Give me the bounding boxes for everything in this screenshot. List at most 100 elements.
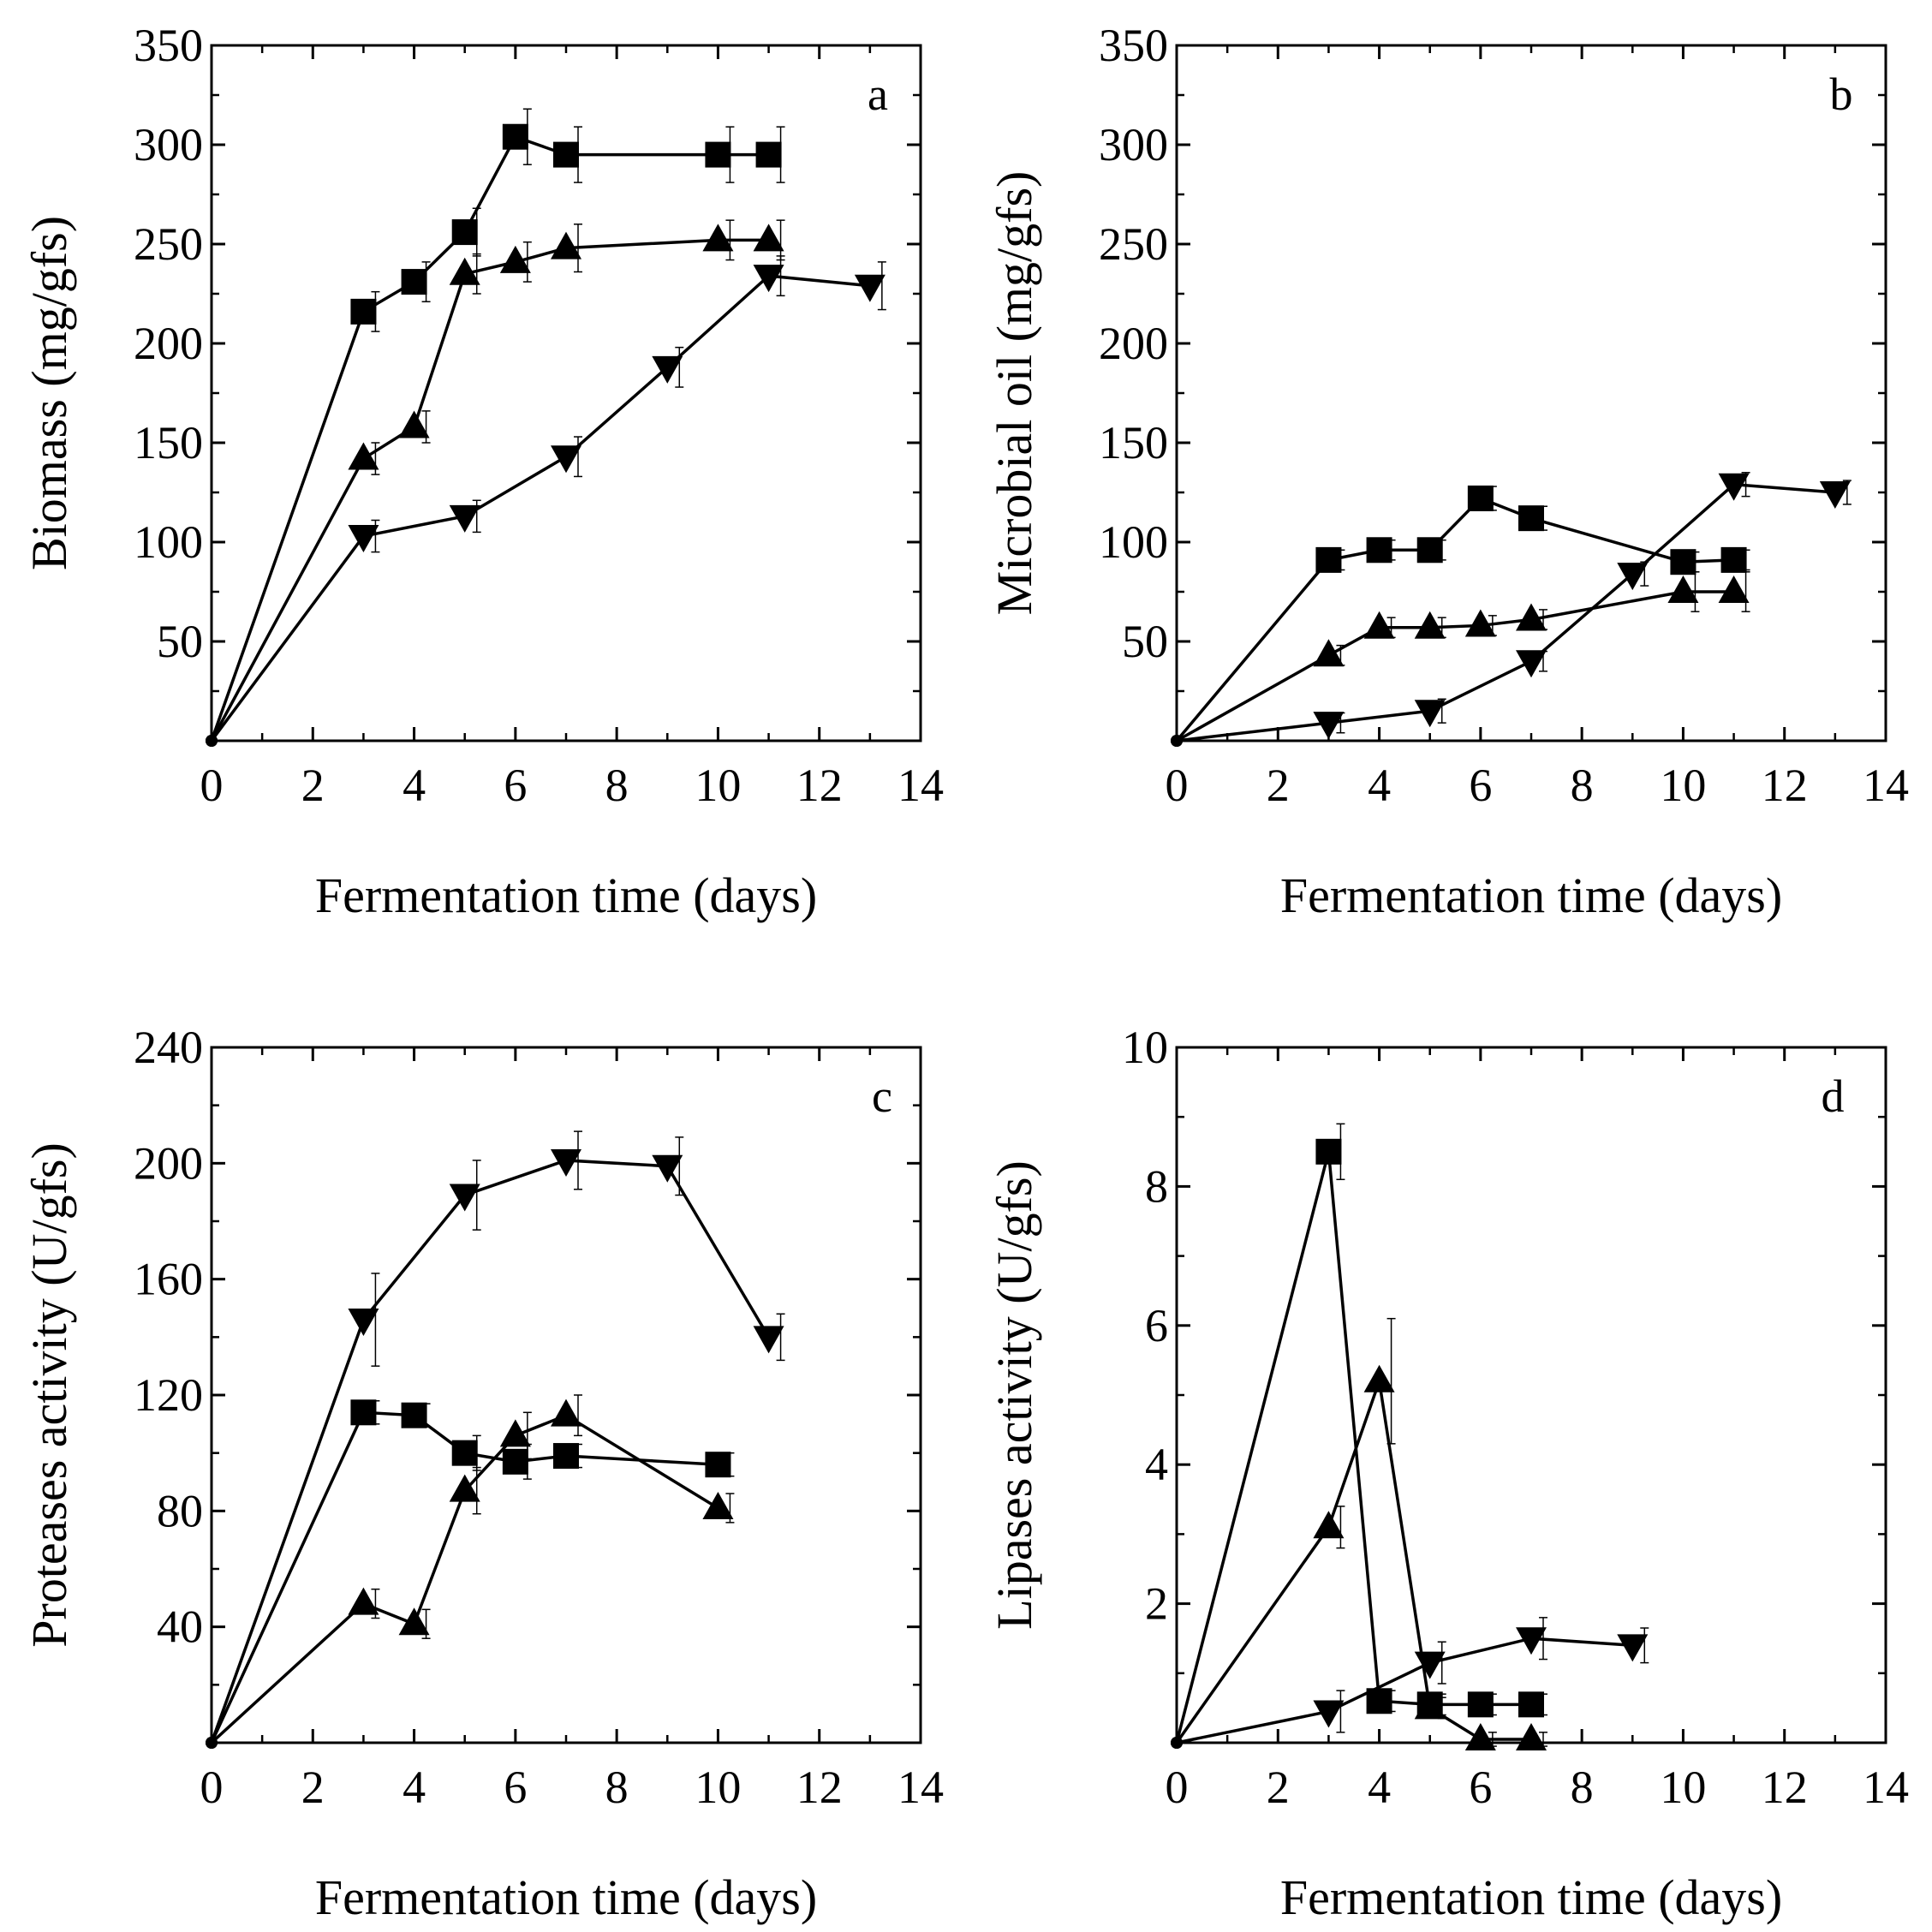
data-point-triangle-down — [1414, 1651, 1446, 1679]
y-tick-label: 50 — [157, 616, 203, 667]
data-point-triangle-down — [449, 1184, 480, 1212]
y-tick-label: 4 — [1145, 1439, 1168, 1490]
x-tick-label: 6 — [1469, 760, 1492, 811]
y-tick-label: 200 — [134, 1137, 203, 1189]
data-point-square — [401, 1402, 427, 1428]
x-tick-label: 4 — [402, 760, 426, 811]
x-tick-label: 14 — [897, 760, 944, 811]
data-point-square — [705, 141, 731, 168]
data-point-square — [350, 298, 377, 325]
data-point-square — [502, 1448, 528, 1475]
data-point-triangle-up — [1414, 1691, 1446, 1720]
y-tick-label: 350 — [1099, 20, 1168, 71]
data-point-triangle-down — [348, 525, 379, 553]
data-point-square — [553, 1443, 579, 1470]
series-triangle-down — [1171, 1617, 1649, 1749]
y-tick-label: 100 — [134, 516, 203, 568]
data-point-triangle-up — [551, 1398, 581, 1427]
data-point-triangle-up — [348, 442, 379, 470]
x-tick-label: 4 — [1368, 760, 1391, 811]
data-point-square — [1467, 485, 1494, 511]
data-point-triangle-up — [449, 1474, 480, 1502]
panel-letter: b — [1830, 69, 1853, 120]
y-tick-label: 250 — [134, 218, 203, 270]
data-point-triangle-down — [1516, 650, 1547, 678]
x-axis-title: Fermentation time (days) — [1280, 868, 1782, 923]
y-tick-label: 150 — [1099, 417, 1168, 468]
data-point-triangle-up — [449, 257, 480, 285]
data-point-triangle-up — [1464, 609, 1496, 637]
series-line — [1176, 1637, 1633, 1744]
y-tick-label: 8 — [1145, 1160, 1168, 1212]
panel-letter: d — [1822, 1070, 1845, 1122]
panel-letter: a — [868, 69, 888, 120]
y-tick-label: 200 — [1099, 318, 1168, 369]
data-point-triangle-down — [854, 274, 886, 302]
data-point-square — [1670, 549, 1696, 575]
y-tick-label: 6 — [1145, 1300, 1168, 1351]
x-tick-label: 14 — [1863, 1762, 1909, 1813]
series-triangle-up — [1171, 1317, 1547, 1750]
data-point-square — [1518, 1691, 1544, 1718]
panel-b: 0 2 4 6 8 10 12 14 50 100 150 200 250 300 350 Fermentat… — [987, 20, 1909, 923]
data-point-triangle-down — [753, 265, 784, 293]
series-line — [1176, 482, 1835, 742]
data-point-square — [1467, 1691, 1494, 1718]
x-tick-label: 12 — [796, 760, 843, 811]
x-tick-label: 10 — [1660, 760, 1706, 811]
data-point-triangle-up — [702, 224, 734, 252]
panel-c: 0 2 4 6 8 10 12 14 40 80 120 160 200 240 Fermentation … — [21, 1022, 944, 1925]
data-point-triangle-down — [1617, 563, 1649, 591]
panel-letter: c — [872, 1070, 892, 1122]
x-tick-label: 8 — [1571, 1762, 1594, 1813]
x-tick-label: 2 — [301, 760, 325, 811]
y-tick-label: 160 — [134, 1254, 203, 1305]
x-tick-label: 2 — [301, 1762, 325, 1813]
x-tick-label: 10 — [695, 760, 741, 811]
series-triangle-down — [1171, 472, 1852, 747]
x-tick-label: 6 — [504, 1762, 527, 1813]
series-triangle-up — [206, 219, 785, 747]
y-tick-label: 350 — [134, 20, 203, 71]
data-point-square — [1315, 546, 1342, 573]
data-point-origin — [1171, 735, 1183, 747]
y-tick-label: 50 — [1122, 616, 1168, 667]
data-point-square — [1416, 537, 1443, 564]
x-tick-label: 10 — [695, 1762, 741, 1813]
series-line — [210, 274, 871, 742]
data-point-triangle-up — [398, 1607, 430, 1636]
panel-a: 0 2 4 6 8 10 12 14 50 100 150 200 250 300 350 Fermentat… — [21, 20, 944, 923]
y-tick-label: 120 — [134, 1369, 203, 1421]
x-tick-label: 6 — [1469, 1762, 1492, 1813]
x-axis-title: Fermentation time (days) — [315, 1869, 817, 1925]
data-point-triangle-up — [1516, 603, 1547, 631]
x-tick-label: 2 — [1267, 1762, 1290, 1813]
x-tick-label: 0 — [200, 760, 224, 811]
data-point-square — [1720, 546, 1747, 573]
data-point-square — [502, 123, 528, 150]
data-point-triangle-down — [551, 445, 581, 474]
x-tick-label: 14 — [1863, 760, 1909, 811]
series-line — [1176, 590, 1734, 742]
y-tick-label: 300 — [1099, 119, 1168, 170]
x-tick-label: 12 — [1762, 1762, 1808, 1813]
series-triangle-down — [206, 255, 886, 747]
series-line — [210, 1159, 771, 1744]
y-tick-label: 300 — [134, 119, 203, 170]
series-triangle-down — [206, 1130, 785, 1749]
series-triangle-up — [206, 1394, 735, 1749]
series-line — [1175, 496, 1734, 742]
y-tick-label: 2 — [1145, 1578, 1168, 1630]
x-axis-title: Fermentation time (days) — [1280, 1869, 1782, 1925]
series-square — [1171, 485, 1750, 747]
x-tick-label: 0 — [200, 1762, 224, 1813]
data-point-square — [401, 269, 427, 295]
data-point-triangle-up — [1363, 1364, 1395, 1392]
data-point-triangle-down — [1617, 1634, 1649, 1662]
x-tick-label: 0 — [1166, 760, 1189, 811]
data-point-origin — [206, 735, 218, 747]
x-tick-label: 10 — [1660, 1762, 1706, 1813]
data-point-triangle-up — [499, 245, 531, 273]
data-point-triangle-up — [1313, 1511, 1345, 1539]
data-point-triangle-down — [1516, 1627, 1547, 1655]
